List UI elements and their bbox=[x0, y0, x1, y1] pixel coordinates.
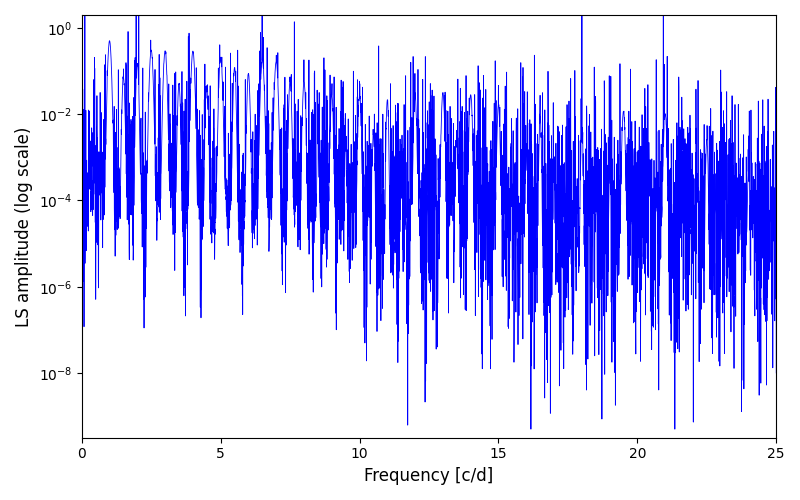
X-axis label: Frequency [c/d]: Frequency [c/d] bbox=[364, 467, 494, 485]
Y-axis label: LS amplitude (log scale): LS amplitude (log scale) bbox=[15, 126, 33, 326]
